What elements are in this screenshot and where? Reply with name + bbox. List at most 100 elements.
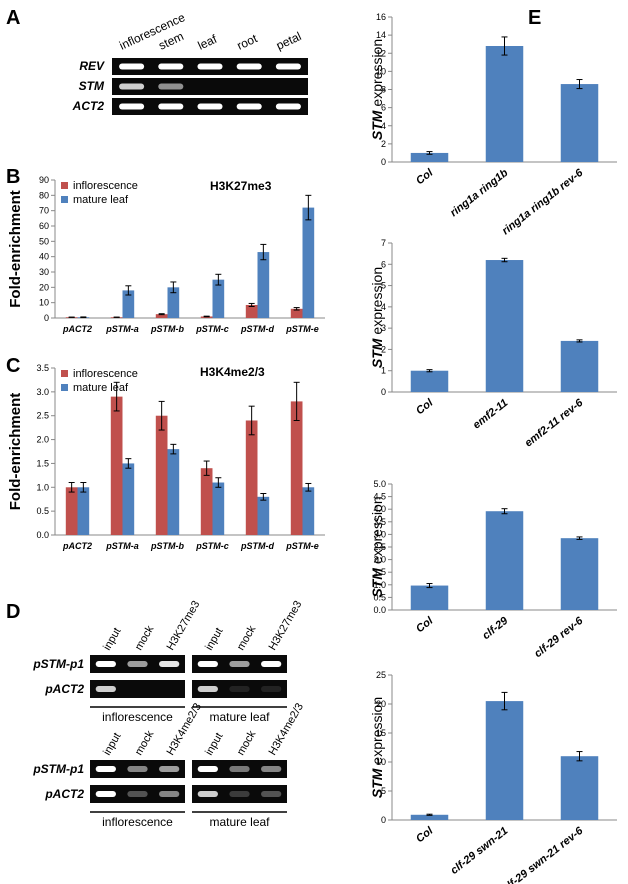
y-tick-label: 0 bbox=[381, 157, 386, 167]
y-tick-label: 7 bbox=[381, 238, 386, 248]
y-axis-label-text: expression bbox=[369, 697, 385, 765]
y-tick-label: 60 bbox=[39, 221, 49, 231]
gel-band bbox=[158, 103, 184, 110]
gel-band bbox=[127, 661, 148, 667]
x-tick-label: pACT2 bbox=[62, 324, 92, 334]
bar bbox=[410, 370, 449, 392]
gel-band bbox=[197, 766, 218, 772]
error-bar bbox=[215, 273, 222, 286]
y-tick-label: 3.5 bbox=[36, 363, 49, 373]
error-bar bbox=[426, 369, 433, 373]
y-tick-label: 2 bbox=[381, 344, 386, 354]
bar bbox=[167, 287, 180, 318]
y-tick-label: 4 bbox=[381, 302, 386, 312]
bar bbox=[485, 701, 524, 820]
chart-title: H3K27me3 bbox=[210, 179, 272, 193]
x-tick-label: pACT2 bbox=[62, 541, 92, 551]
x-tick-label: emf2-11 rev-6 bbox=[523, 396, 586, 449]
y-tick-label: 14 bbox=[376, 30, 386, 40]
error-bar bbox=[125, 458, 132, 469]
gel-band bbox=[261, 686, 282, 692]
bar bbox=[485, 260, 524, 392]
error-bar bbox=[501, 257, 508, 263]
x-tick-label: Col bbox=[414, 614, 436, 635]
panel-label: E bbox=[528, 7, 541, 29]
error-bar bbox=[170, 443, 177, 455]
y-tick-label: 2.0 bbox=[373, 555, 386, 565]
bar bbox=[167, 449, 180, 535]
gel-band bbox=[197, 63, 223, 70]
y-tick-label: 2.5 bbox=[36, 411, 49, 421]
bar bbox=[302, 487, 315, 535]
y-axis-label-gene: STM bbox=[369, 768, 385, 798]
gel-row-label: REV bbox=[79, 59, 105, 73]
y-tick-label: 12 bbox=[376, 48, 386, 58]
bar bbox=[200, 468, 213, 535]
y-tick-label: 25 bbox=[376, 670, 386, 680]
gel bbox=[112, 78, 308, 95]
error-bar bbox=[80, 482, 87, 493]
bar bbox=[65, 487, 78, 535]
x-tick-label: pSTM-d bbox=[240, 324, 274, 334]
x-tick-label: pSTM-e bbox=[285, 541, 319, 551]
gel-row-label: pSTM-p1 bbox=[32, 657, 84, 671]
y-tick-label: 15 bbox=[376, 728, 386, 738]
y-axis-label-gene: STM bbox=[369, 568, 385, 598]
x-tick-label: pSTM-c bbox=[195, 324, 229, 334]
error-bar bbox=[576, 751, 583, 762]
legend-label: inflorescence bbox=[73, 180, 138, 192]
gel-band bbox=[95, 686, 116, 692]
bar bbox=[245, 420, 258, 535]
tissue-label: inflorescence bbox=[102, 815, 173, 829]
y-tick-label: 16 bbox=[376, 12, 386, 22]
y-tick-label: 10 bbox=[376, 66, 386, 76]
y-axis-label-gene: STM bbox=[369, 110, 385, 140]
y-tick-label: 0.5 bbox=[36, 506, 49, 516]
error-bar bbox=[158, 313, 165, 316]
bar bbox=[485, 46, 524, 162]
y-tick-label: 50 bbox=[39, 236, 49, 246]
bar bbox=[410, 814, 449, 820]
panel-label: C bbox=[6, 355, 20, 377]
error-bar bbox=[426, 583, 433, 589]
tissue-label: inflorescence bbox=[102, 710, 173, 724]
bar bbox=[560, 340, 599, 392]
error-bar bbox=[426, 151, 433, 155]
y-tick-label: 6 bbox=[381, 103, 386, 113]
y-axis-label: STM expression bbox=[369, 39, 385, 140]
y-tick-label: 90 bbox=[39, 175, 49, 185]
gel-lane-label: leaf bbox=[196, 32, 220, 53]
x-tick-label: clf-29 swn-21 rev-6 bbox=[500, 824, 586, 884]
gel-band bbox=[127, 791, 148, 797]
x-tick-label: Col bbox=[414, 824, 436, 845]
error-bar bbox=[260, 492, 267, 501]
gel-band bbox=[197, 791, 218, 797]
bar bbox=[485, 511, 524, 610]
error-bar bbox=[80, 316, 87, 319]
gel-row-label: pSTM-p1 bbox=[32, 762, 84, 776]
x-tick-label: clf-29 bbox=[480, 614, 511, 642]
error-bar bbox=[426, 813, 433, 816]
y-tick-label: 2.0 bbox=[36, 435, 49, 445]
bar bbox=[245, 304, 258, 318]
bar bbox=[410, 152, 449, 162]
error-bar bbox=[125, 285, 132, 296]
gel-band bbox=[229, 661, 250, 667]
gel-lane-label: input bbox=[203, 731, 225, 758]
x-tick-label: pSTM-e bbox=[285, 324, 319, 334]
gel-band bbox=[159, 661, 180, 667]
bar bbox=[290, 308, 303, 318]
legend-swatch bbox=[61, 370, 68, 377]
gel-lane-label: mock bbox=[235, 728, 259, 757]
y-tick-label: 20 bbox=[39, 282, 49, 292]
error-bar bbox=[501, 508, 508, 515]
gel-band bbox=[119, 83, 145, 90]
error-bar bbox=[293, 381, 300, 421]
y-tick-label: 10 bbox=[39, 298, 49, 308]
bar bbox=[155, 314, 168, 318]
y-tick-label: 2 bbox=[381, 139, 386, 149]
error-bar bbox=[203, 460, 210, 476]
bar bbox=[110, 396, 123, 535]
error-bar bbox=[501, 36, 508, 56]
